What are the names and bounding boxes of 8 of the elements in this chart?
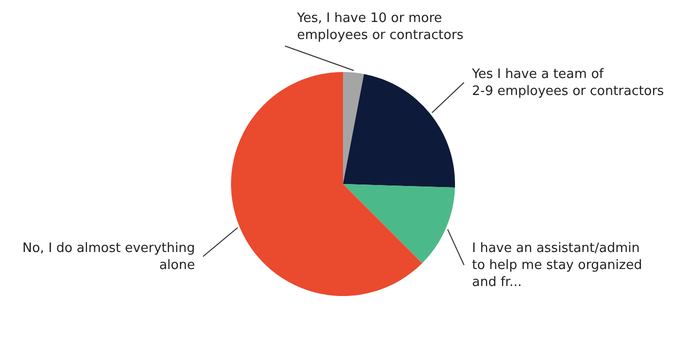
pie-slice [231,72,422,296]
pie-slice [343,74,455,188]
slice-label: I have an assistant/admin to help me stay organized and fr... [472,241,642,290]
pie-slice [343,72,364,184]
slice-label: No, I do almost everything alone [22,241,195,273]
pie-slice [343,184,455,264]
slice-label: Yes I have a team of 2-9 employees or contractors [471,67,664,99]
slice-label: Yes, I have 10 or more employees or contractors [296,11,464,43]
